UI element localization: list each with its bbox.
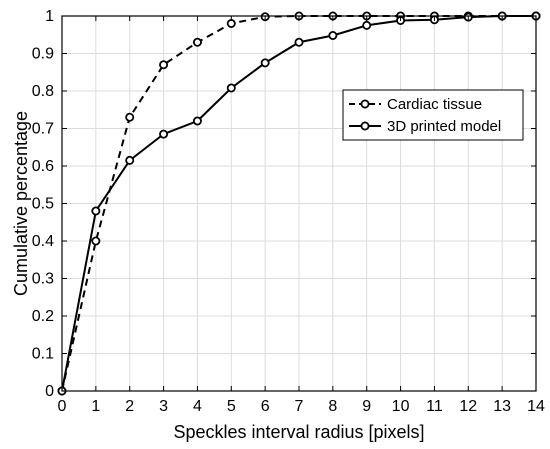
x-tick-label: 14 [527,398,545,415]
x-tick-label: 12 [459,398,477,415]
y-tick-label: 0.9 [32,46,54,63]
series-0-point [159,60,169,70]
x-tick-label: 11 [426,398,443,415]
series-1-point [91,206,101,216]
legend-label-1: 3D printed model [387,118,501,135]
y-tick-label: 0.6 [32,158,54,175]
series-1-point [362,20,372,30]
x-tick-label: 10 [392,398,410,415]
y-tick-label: 1 [45,8,54,25]
legend-marker-0 [360,99,370,109]
y-tick-label: 0.2 [32,308,54,325]
x-tick-label: 4 [193,398,202,415]
legend: Cardiac tissue 3D printed model [342,89,524,141]
tick-labels: 0 1 2 3 4 5 6 7 8 9 10 11 12 13 1400.10.20.30.40.50.60… [32,8,545,415]
y-tick-label: 0 [45,383,54,400]
x-tick-label: 0 [58,398,67,415]
y-tick-label: 0.1 [32,346,54,363]
x-tick-label: 3 [159,398,168,415]
x-tick-label: 13 [493,398,511,415]
series-1-point [125,155,135,165]
series-1-point [226,83,236,93]
x-tick-label: 2 [125,398,134,415]
series-1-point [328,30,338,40]
y-axis-label: Cumulative percentage [11,111,31,296]
legend-label-0: Cardiac tissue [387,96,482,113]
y-tick-label: 0.8 [32,83,54,100]
series-1-point [159,129,169,139]
series-0-point [125,112,135,122]
x-tick-label: 7 [295,398,304,415]
y-tick-label: 0.4 [32,233,54,250]
series-1-point [294,37,304,47]
x-tick-label: 5 [227,398,236,415]
series-0-point [192,37,202,47]
y-tick-label: 0.5 [32,196,54,213]
x-tick-label: 1 [91,398,100,415]
series-0-point [91,236,101,246]
legend-marker-1 [360,121,370,131]
x-axis-label: Speckles interval radius [pixels] [173,422,424,442]
y-tick-label: 0.3 [32,271,54,288]
x-tick-label: 8 [328,398,337,415]
axes [61,15,537,392]
series-1-point [260,58,270,68]
legend-box [342,89,524,141]
x-tick-label: 9 [362,398,371,415]
x-tick-label: 6 [261,398,270,415]
series-1-point [192,116,202,126]
y-tick-label: 0.7 [32,121,54,138]
plot-frame [61,15,537,392]
